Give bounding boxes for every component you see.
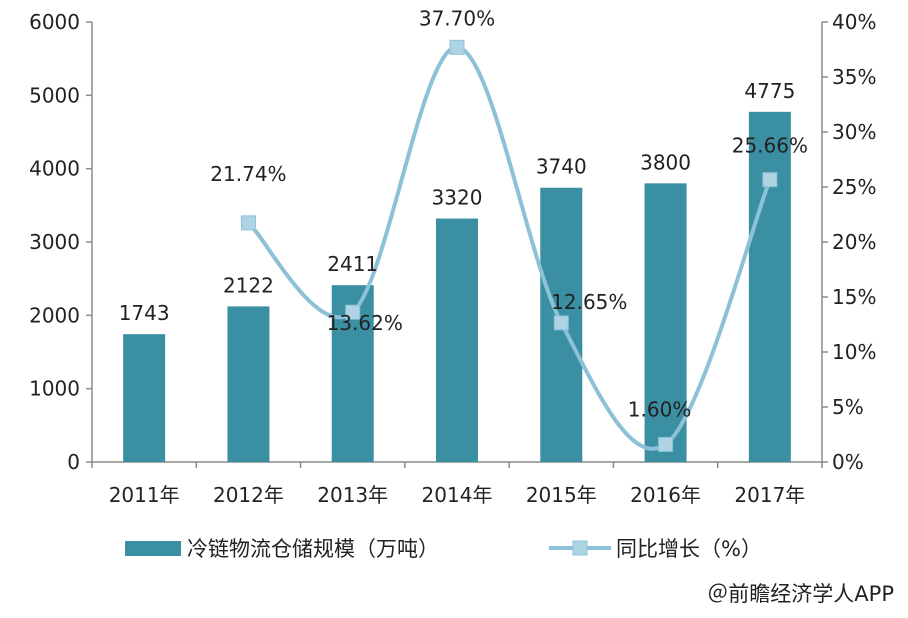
x-tick-label: 2016年 bbox=[630, 483, 701, 507]
y-left-tick-label: 3000 bbox=[29, 230, 80, 254]
y-right-tick-label: 40% bbox=[832, 10, 876, 34]
x-tick-label: 2015年 bbox=[526, 483, 597, 507]
legend-swatch-marker bbox=[572, 540, 588, 556]
y-left-tick-label: 6000 bbox=[29, 10, 80, 34]
x-tick-label: 2013年 bbox=[317, 483, 388, 507]
y-right-tick-label: 15% bbox=[832, 285, 876, 309]
bar-value-label: 2411 bbox=[327, 252, 378, 276]
bar-value-label: 3740 bbox=[536, 155, 587, 179]
x-tick-label: 2012年 bbox=[213, 483, 284, 507]
x-tick-label: 2011年 bbox=[109, 483, 180, 507]
y-right-tick-label: 5% bbox=[832, 395, 864, 419]
growth-marker bbox=[658, 436, 674, 452]
growth-value-label: 21.74% bbox=[210, 162, 286, 186]
bar bbox=[644, 183, 687, 463]
bar-value-label: 2122 bbox=[223, 273, 274, 297]
bar-value-label: 3800 bbox=[640, 150, 691, 174]
x-tick-label: 2014年 bbox=[422, 483, 493, 507]
bar bbox=[436, 218, 478, 462]
legend: 冷链物流仓储规模（万吨） 同比增长（%） bbox=[125, 537, 762, 561]
growth-marker bbox=[240, 215, 256, 231]
y-left-tick-label: 5000 bbox=[29, 83, 80, 107]
y-left-tick-label: 0 bbox=[67, 450, 80, 474]
y-right-tick-label: 30% bbox=[832, 120, 876, 144]
y-right-tick-label: 20% bbox=[832, 230, 876, 254]
bar bbox=[123, 334, 166, 462]
line-series bbox=[240, 39, 778, 452]
y-right-tick-label: 0% bbox=[832, 450, 864, 474]
y-right-tick-label: 10% bbox=[832, 340, 876, 364]
growth-line bbox=[247, 45, 772, 451]
growth-marker bbox=[345, 304, 361, 320]
y-left-tick-label: 1000 bbox=[29, 377, 80, 401]
growth-value-label: 1.60% bbox=[628, 397, 692, 421]
y-left-tick-label: 4000 bbox=[29, 157, 80, 181]
growth-marker bbox=[553, 315, 569, 331]
credit-text: ＠前瞻经济学人APP bbox=[707, 582, 894, 606]
growth-value-label: 13.62% bbox=[327, 311, 403, 335]
bar-value-label: 4775 bbox=[744, 79, 795, 103]
bar bbox=[748, 111, 791, 462]
growth-marker bbox=[762, 172, 778, 188]
axes: 0 1000 2000 3000 4000 5000 6000 0% 5% 10% 15% 20% 25… bbox=[29, 10, 876, 507]
y-left-tick-label: 2000 bbox=[29, 303, 80, 327]
bar bbox=[227, 306, 270, 462]
legend-label-bar: 冷链物流仓储规模（万吨） bbox=[187, 537, 439, 561]
growth-value-label: 25.66% bbox=[732, 134, 808, 158]
growth-marker bbox=[449, 39, 465, 55]
data-labels: 1743 2122 2411 3320 3740 3800 4775 21.74% 13.62%… bbox=[119, 6, 808, 421]
x-tick-label: 2017年 bbox=[734, 483, 805, 507]
bar-value-label: 3320 bbox=[432, 186, 483, 210]
legend-swatch-bar bbox=[125, 541, 181, 556]
legend-label-line: 同比增长（%） bbox=[616, 537, 762, 561]
y-right-tick-label: 35% bbox=[832, 65, 876, 89]
bar-value-label: 1743 bbox=[119, 301, 170, 325]
growth-value-label: 12.65% bbox=[551, 290, 627, 314]
y-right-tick-label: 25% bbox=[832, 175, 876, 199]
growth-value-label: 37.70% bbox=[419, 6, 495, 30]
